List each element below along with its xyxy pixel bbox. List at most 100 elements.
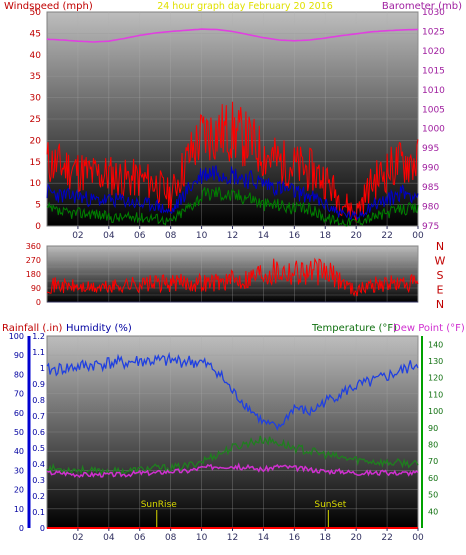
direction-tick-label: 0 [36, 298, 41, 307]
rainfall-tick-label: 0.4 [32, 460, 45, 469]
temperature-tick-label: 90 [428, 424, 438, 433]
windspeed-tick-label: 50 [30, 8, 42, 18]
climate-x-tick-label: 22 [381, 533, 392, 543]
windspeed-tick-label: 30 [30, 94, 42, 104]
dewpoint-axis-title: Dew Point (°F) [393, 323, 465, 334]
windspeed-tick-label: 35 [30, 72, 41, 82]
windspeed-tick-label: 0 [35, 222, 41, 232]
humidity-tick-label: 90 [14, 351, 24, 360]
rainfall-tick-label: 0.6 [32, 428, 45, 437]
rainfall-tick-label: 1.1 [32, 348, 45, 357]
barometer-series-line [46, 28, 419, 43]
barometer-tick-label: 1000 [422, 125, 445, 135]
direction-tick-label: 270 [26, 256, 41, 265]
compass-label-w: W [435, 255, 446, 268]
windspeed-tick-label: 15 [30, 158, 41, 168]
rainfall-tick-label: 0.5 [32, 444, 45, 453]
compass-label-e: E [437, 284, 444, 297]
rainfall-tick-label: 0.1 [32, 508, 45, 517]
rainfall-tick-label: 0.9 [32, 380, 45, 389]
compass-label-n: N [436, 240, 444, 253]
wind-x-tick-label: 08 [165, 231, 177, 241]
temperature-tick-label: 140 [428, 340, 443, 349]
barometer-tick-label: 995 [422, 144, 439, 154]
windspeed-gust-series-line [46, 101, 419, 223]
rainfall-tick-label: 0.2 [32, 492, 45, 501]
climate-x-tick-label: 04 [103, 533, 115, 543]
humidity-tick-label: 60 [14, 409, 24, 418]
direction-tick-label: 180 [26, 270, 41, 279]
wind-x-tick-label: 12 [227, 231, 238, 241]
rainfall-tick-label: 1 [40, 364, 45, 373]
barometer-tick-label: 1025 [422, 27, 445, 37]
humidity-tick-label: 40 [14, 447, 24, 456]
windspeed-tick-label: 5 [35, 201, 41, 211]
graph-title: 24 hour graph day February 20 2016 [157, 1, 333, 12]
rainfall-tick-label: 0.7 [32, 412, 45, 421]
barometer-tick-label: 990 [422, 164, 439, 174]
humidity-series-line [46, 351, 419, 431]
wind-x-tick-label: 20 [350, 231, 362, 241]
wind-x-tick-label: 10 [196, 231, 208, 241]
barometer-tick-label: 1015 [422, 66, 445, 76]
temperature-tick-label: 130 [428, 357, 443, 366]
temperature-tick-label: 80 [428, 441, 438, 450]
humidity-tick-label: 10 [14, 505, 24, 514]
climate-x-tick-label: 10 [196, 533, 208, 543]
rainfall-tick-label: 0.8 [32, 396, 45, 405]
windspeed-tick-label: 20 [30, 136, 42, 146]
compass-label-n: N [436, 298, 444, 311]
barometer-tick-label: 1030 [422, 8, 445, 18]
temperature-tick-label: 110 [428, 390, 443, 399]
rainfall-tick-label: 0.3 [32, 476, 45, 485]
barometer-tick-label: 1020 [422, 47, 445, 57]
sun-marker-label-sunset: SunSet [314, 500, 346, 510]
climate-x-tick-label: 02 [72, 533, 83, 543]
temperature-tick-label: 60 [428, 474, 438, 483]
climate-x-tick-label: 06 [134, 533, 146, 543]
barometer-tick-label: 975 [422, 222, 439, 232]
temperature-tick-label: 50 [428, 491, 438, 500]
humidity-tick-label: 80 [14, 370, 24, 379]
humidity-tick-label: 100 [9, 332, 24, 341]
windspeed-low-series-line [46, 186, 419, 227]
barometer-tick-label: 985 [422, 183, 439, 193]
humidity-tick-label: 0 [19, 524, 24, 533]
temperature-axis-title: Temperature (°F) [311, 323, 397, 334]
barometer-tick-label: 1010 [422, 86, 445, 96]
wind-x-tick-label: 14 [258, 231, 270, 241]
climate-x-tick-label: 16 [289, 533, 301, 543]
humidity-axis-title: Humidity (%) [66, 323, 132, 334]
windspeed-tick-label: 25 [30, 115, 41, 125]
climate-x-tick-label: 18 [320, 533, 332, 543]
barometer-axis-title: Barometer (mb) [382, 1, 462, 12]
wind-x-tick-label: 02 [72, 231, 83, 241]
barometer-tick-label: 980 [422, 203, 439, 213]
wind-x-tick-label: 00 [412, 231, 424, 241]
humidity-tick-label: 30 [14, 466, 24, 475]
windspeed-tick-label: 45 [30, 29, 41, 39]
windspeed-tick-label: 40 [30, 51, 42, 61]
wind-x-tick-label: 04 [103, 231, 115, 241]
temperature-tick-label: 100 [428, 407, 443, 416]
windspeed-tick-label: 10 [30, 179, 42, 189]
direction-tick-label: 360 [26, 242, 41, 251]
rainfall-axis-title: Rainfall (.in) [2, 323, 63, 334]
rainfall-tick-label: 0 [40, 524, 45, 533]
windspeed-avg-series-line [46, 165, 419, 221]
temperature-tick-label: 70 [428, 457, 438, 466]
rainfall-tick-label: 1.2 [32, 332, 45, 341]
sun-marker-label-sunrise: SunRise [141, 500, 178, 510]
climate-x-tick-label: 20 [350, 533, 362, 543]
direction-tick-label: 90 [31, 284, 41, 293]
wind-x-tick-label: 18 [320, 231, 332, 241]
wind-x-tick-label: 06 [134, 231, 146, 241]
dewpoint-series-line [46, 462, 419, 478]
humidity-tick-label: 70 [14, 390, 24, 399]
climate-x-tick-label: 12 [227, 533, 238, 543]
humidity-tick-label: 50 [14, 428, 24, 437]
wind-x-tick-label: 16 [289, 231, 301, 241]
humidity-tick-label: 20 [14, 486, 24, 495]
